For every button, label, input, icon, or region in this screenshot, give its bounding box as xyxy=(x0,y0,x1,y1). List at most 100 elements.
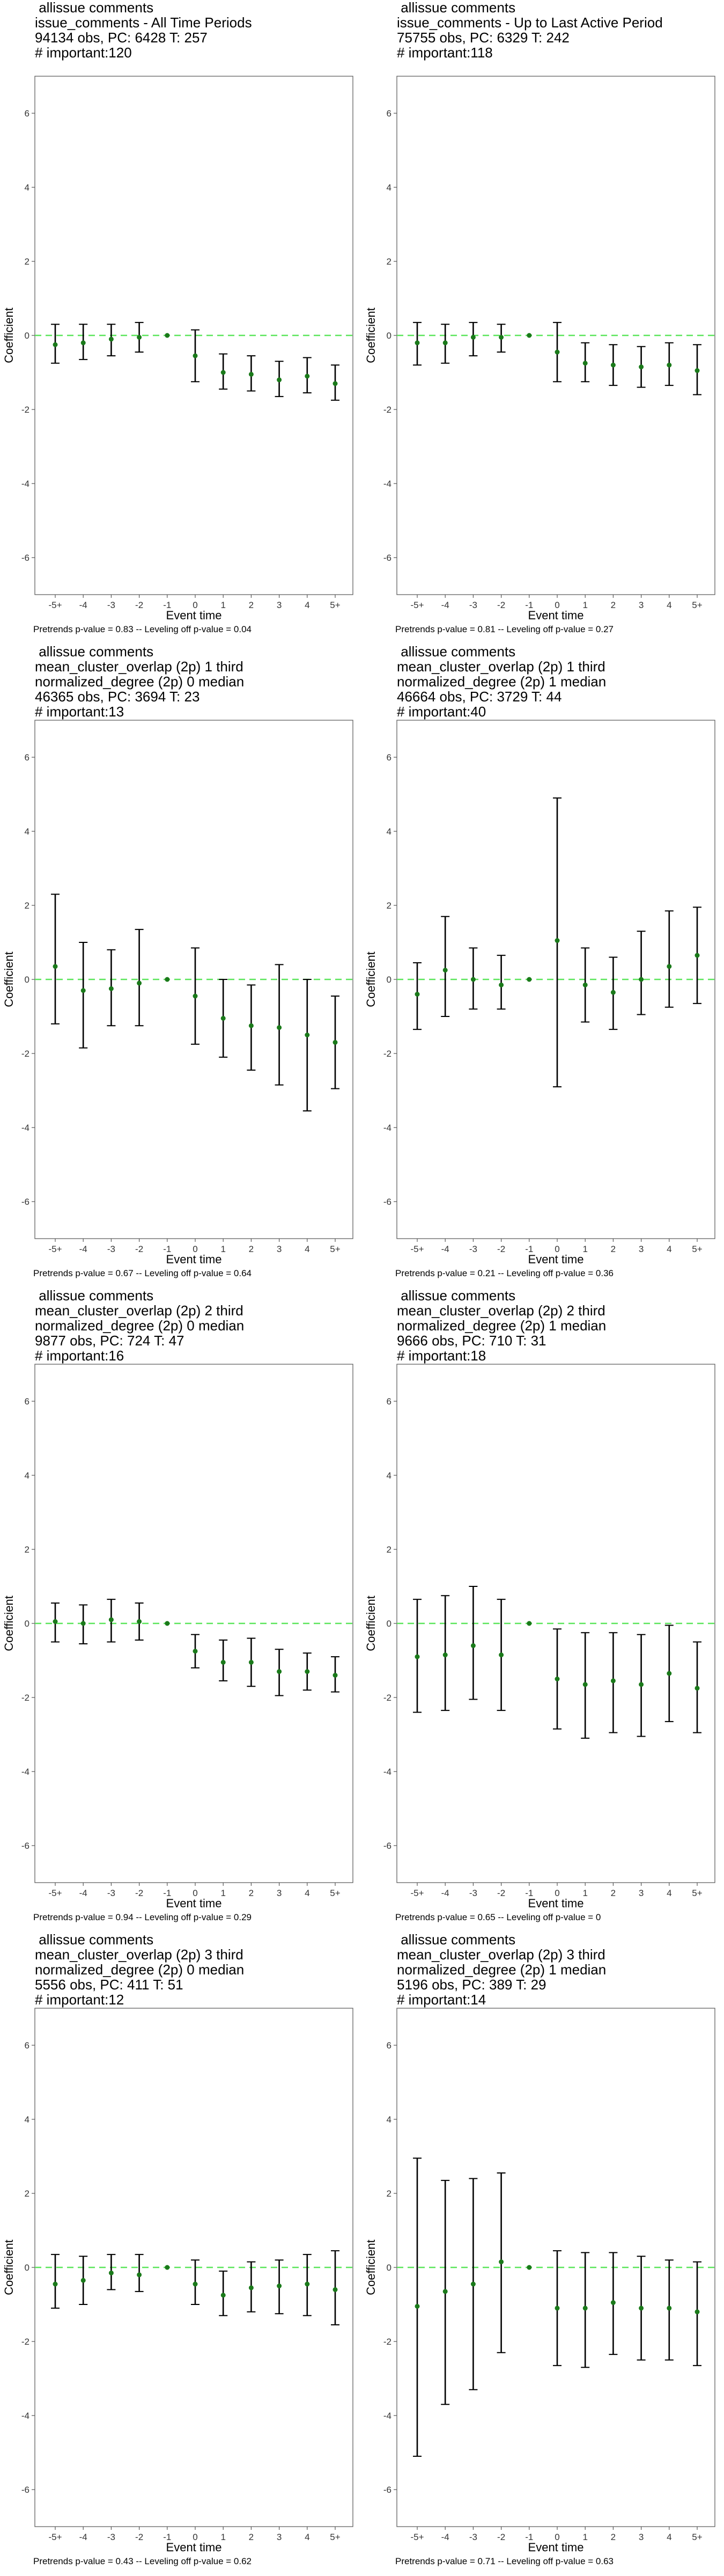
x-tick-label: -5+ xyxy=(410,2532,424,2542)
x-tick-label: 5+ xyxy=(330,1888,340,1898)
x-tick-label: -2 xyxy=(135,2532,143,2542)
x-tick-label: 4 xyxy=(305,1888,309,1898)
x-tick-label: 5+ xyxy=(692,600,702,610)
y-tick-label: 4 xyxy=(25,2114,29,2125)
y-axis-label: Coefficient xyxy=(364,2240,378,2295)
chart-title: allissue comments mean_cluster_overlap (2… xyxy=(35,1288,244,1363)
y-tick-label: 6 xyxy=(25,108,29,119)
x-tick-label: -5+ xyxy=(48,600,62,610)
chart-plot: -6 -4 -2 0 2 4 6 -5+ -4 -3 -2 -1 0 1 2 3 4 5+ Event time Co… xyxy=(2,720,353,1266)
coefficient-point xyxy=(305,1033,310,1037)
chart-title-line: mean_cluster_overlap (2p) 3 third xyxy=(397,1946,605,1963)
x-tick-label: 3 xyxy=(277,1244,282,1254)
y-tick-label: -2 xyxy=(383,1693,391,1703)
coefficient-point xyxy=(305,1669,310,1674)
chart-title-line: # important:18 xyxy=(397,1348,486,1364)
coefficient-point xyxy=(695,368,700,374)
x-tick-label: 5+ xyxy=(692,1888,702,1898)
x-axis-label: Event time xyxy=(166,2541,222,2554)
y-axis-label: Coefficient xyxy=(2,952,16,1007)
y-tick-label: -6 xyxy=(383,2485,391,2495)
coefficient-point xyxy=(695,953,700,958)
coefficient-point xyxy=(499,2259,504,2265)
coefficient-point xyxy=(470,334,476,340)
x-tick-label: -2 xyxy=(497,1244,505,1254)
coefficient-point xyxy=(582,361,588,366)
chart-title-line: # important:40 xyxy=(397,704,486,720)
x-tick-label: 4 xyxy=(667,1244,671,1254)
x-tick-label: -3 xyxy=(107,1244,115,1254)
coefficient-point xyxy=(137,1619,142,1624)
chart-title-line: 75755 obs, PC: 6329 T: 242 xyxy=(397,30,570,46)
y-tick-label: 0 xyxy=(387,1619,391,1629)
coefficient-point xyxy=(305,374,310,379)
x-tick-label: -4 xyxy=(79,1244,87,1254)
x-tick-label: 0 xyxy=(555,600,559,610)
coefficient-point xyxy=(527,333,532,338)
y-tick-label: 0 xyxy=(25,1619,29,1629)
y-tick-label: -4 xyxy=(21,2411,29,2421)
coefficient-point xyxy=(582,982,588,987)
coefficient-point xyxy=(248,371,254,377)
coefficient-point xyxy=(555,349,560,355)
y-tick-label: -4 xyxy=(383,1123,391,1133)
x-tick-label: 2 xyxy=(249,600,254,610)
chart-title-line: mean_cluster_overlap (2p) 1 third xyxy=(35,658,243,675)
chart-plot: -6 -4 -2 0 2 4 6 -5+ -4 -3 -2 -1 0 1 2 3 4 5+ Event time Co… xyxy=(2,1364,353,1910)
y-tick-label: -6 xyxy=(383,553,391,563)
x-tick-label: 0 xyxy=(555,1244,559,1254)
y-tick-label: -4 xyxy=(383,479,391,489)
y-tick-label: -6 xyxy=(21,1197,29,1207)
x-tick-label: -5+ xyxy=(48,1888,62,1898)
y-tick-label: 2 xyxy=(25,1545,29,1555)
coefficient-point xyxy=(277,1025,282,1030)
chart-panel: -6 -4 -2 0 2 4 6 -5+ -4 -3 -2 -1 0 1 2 3 4 5+ Event time Co… xyxy=(362,1932,724,2576)
y-tick-label: -4 xyxy=(21,1767,29,1777)
x-tick-label: 5+ xyxy=(330,1244,340,1254)
chart-title-line: # important:118 xyxy=(397,45,493,61)
x-tick-label: 4 xyxy=(667,1888,671,1898)
chart-title-line: 5196 obs, PC: 389 T: 29 xyxy=(397,1977,546,1993)
x-tick-label: 3 xyxy=(639,2532,644,2542)
y-tick-label: 6 xyxy=(387,108,391,119)
y-tick-label: 2 xyxy=(25,257,29,267)
y-tick-label: -6 xyxy=(21,1841,29,1851)
x-tick-label: -3 xyxy=(107,600,115,610)
coefficient-point xyxy=(610,990,616,995)
x-tick-label: -3 xyxy=(469,1888,477,1898)
coefficient-point xyxy=(277,2284,282,2288)
chart-title-line: 9666 obs, PC: 710 T: 31 xyxy=(397,1333,546,1349)
chart-footer-pvalues: Pretrends p-value = 0.43 -- Leveling off… xyxy=(33,2556,252,2566)
x-tick-label: 0 xyxy=(193,2532,197,2542)
chart-title-line: # important:12 xyxy=(35,1992,124,2008)
chart-panel: -6 -4 -2 0 2 4 6 -5+ -4 -3 -2 -1 0 1 2 3 4 5+ Event time Co… xyxy=(362,1288,724,1932)
chart-plot: -6 -4 -2 0 2 4 6 -5+ -4 -3 -2 -1 0 1 2 3 4 5+ Event time Co… xyxy=(364,720,715,1266)
coefficient-point xyxy=(248,1659,254,1665)
x-tick-label: -2 xyxy=(135,1888,143,1898)
coefficient-point xyxy=(165,977,170,982)
y-tick-label: 0 xyxy=(25,975,29,985)
chart-title-line: mean_cluster_overlap (2p) 2 third xyxy=(397,1302,605,1319)
y-tick-label: 0 xyxy=(25,2263,29,2273)
coefficient-point xyxy=(639,2306,644,2311)
coefficient-point xyxy=(108,1617,114,1622)
coefficient-point xyxy=(333,381,338,386)
coefficient-point xyxy=(248,2285,254,2290)
y-tick-label: 0 xyxy=(387,2263,391,2273)
coefficient-point xyxy=(555,2306,560,2311)
chart-title-line: normalized_degree (2p) 1 median xyxy=(397,674,607,690)
x-tick-label: -2 xyxy=(135,600,143,610)
x-tick-label: -1 xyxy=(525,600,533,610)
chart-plot: -6 -4 -2 0 2 4 6 -5+ -4 -3 -2 -1 0 1 2 3 4 5+ Event time Co… xyxy=(364,1364,715,1910)
x-tick-label: 1 xyxy=(220,600,225,610)
chart-title-line: allissue comments xyxy=(397,1287,516,1304)
coefficient-point xyxy=(415,992,420,997)
coefficient-point xyxy=(582,1682,588,1687)
chart-panel: -6 -4 -2 0 2 4 6 -5+ -4 -3 -2 -1 0 1 2 3 4 5+ Event time Co… xyxy=(0,644,362,1288)
x-tick-label: 1 xyxy=(582,1888,587,1898)
chart-footer-pvalues: Pretrends p-value = 0.67 -- Leveling off… xyxy=(33,1268,252,1278)
y-tick-label: 4 xyxy=(25,1470,29,1481)
y-tick-label: 0 xyxy=(387,975,391,985)
y-tick-label: -2 xyxy=(383,2337,391,2347)
x-tick-label: 5+ xyxy=(330,2532,340,2542)
